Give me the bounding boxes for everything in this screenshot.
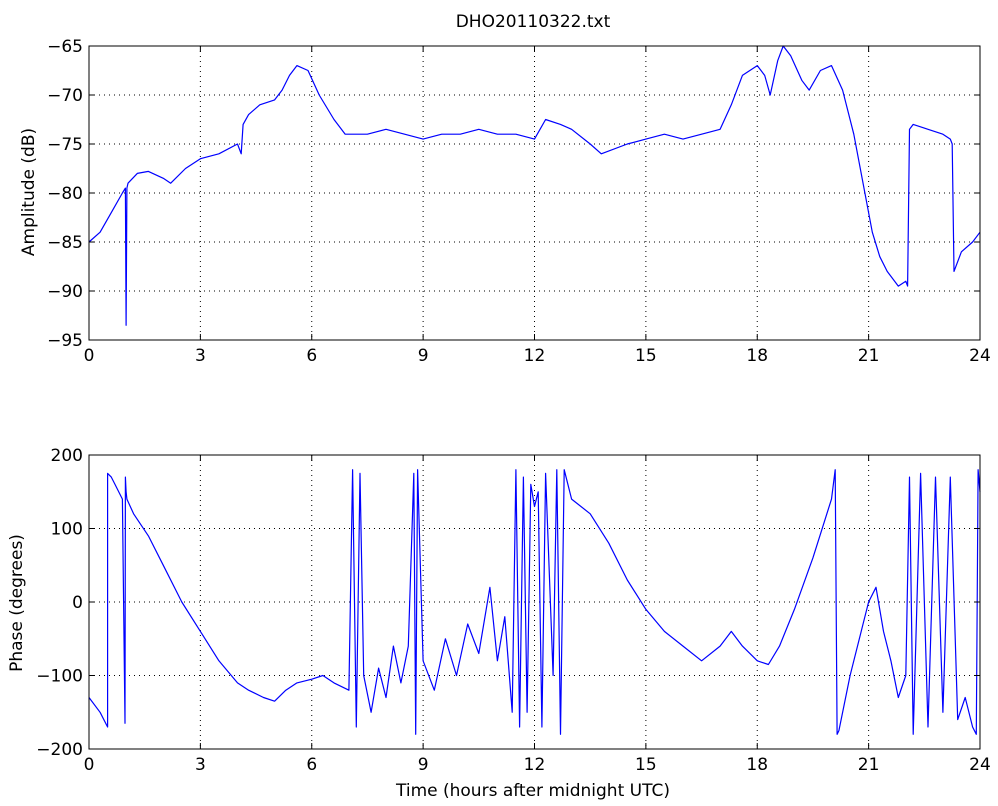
amplitude-x-tick-label: 15 xyxy=(635,346,657,366)
phase-y-tick-label: 0 xyxy=(72,593,83,613)
amplitude-y-tick-label: −70 xyxy=(47,86,83,106)
amplitude-x-tick-label: 12 xyxy=(524,346,546,366)
amplitude-y-axis-label: Amplitude (dB) xyxy=(19,128,39,256)
phase-grid xyxy=(89,455,980,749)
phase-y-tick-label: −200 xyxy=(36,740,83,760)
amplitude-series-line xyxy=(88,45,981,326)
amplitude-y-tick-label: −85 xyxy=(47,233,83,253)
phase-x-tick-label: 21 xyxy=(858,755,880,775)
phase-x-tick-label: 12 xyxy=(524,755,546,775)
amplitude-y-tick-label: −75 xyxy=(47,135,83,155)
amplitude-x-tick-label: 6 xyxy=(306,346,317,366)
phase-y-tick-label: −100 xyxy=(36,667,83,687)
amplitude-panel: DHO20110322.txt Amplitude (dB) 0 3 6 9 12 15 1… xyxy=(19,12,991,366)
amplitude-x-tick-label: 18 xyxy=(746,346,768,366)
phase-x-tick-label: 6 xyxy=(306,755,317,775)
phase-x-tick-label: 3 xyxy=(195,755,206,775)
amplitude-x-tick-label: 9 xyxy=(418,346,429,366)
phase-x-tick-label: 0 xyxy=(84,755,95,775)
amplitude-grid xyxy=(89,46,980,340)
amplitude-y-tick-label: −80 xyxy=(47,184,83,204)
phase-y-tick-label: 200 xyxy=(51,446,83,466)
phase-y-tick-label: 100 xyxy=(51,520,83,540)
amplitude-plot-area xyxy=(88,45,981,326)
phase-x-axis-label: Time (hours after midnight UTC) xyxy=(395,781,670,801)
amplitude-x-tick-label: 0 xyxy=(84,346,95,366)
phase-x-tick-label: 24 xyxy=(969,755,991,775)
amplitude-x-tick-label: 3 xyxy=(195,346,206,366)
phase-panel: Phase (degrees) Time (hours after midnig… xyxy=(7,446,991,801)
phase-x-tick-label: 15 xyxy=(635,755,657,775)
chart-title: DHO20110322.txt xyxy=(456,12,611,32)
amplitude-y-tick-label: −65 xyxy=(47,37,83,57)
amplitude-y-tick-label: −95 xyxy=(47,331,83,351)
phase-y-ticks: −200 −100 0 100 200 xyxy=(36,446,980,760)
phase-x-tick-label: 18 xyxy=(746,755,768,775)
amplitude-y-tick-label: −90 xyxy=(47,282,83,302)
phase-axes-frame xyxy=(88,454,981,750)
phase-plot-area xyxy=(88,469,981,735)
amplitude-x-tick-label: 24 xyxy=(969,346,991,366)
phase-y-axis-label: Phase (degrees) xyxy=(7,534,27,672)
phase-x-tick-label: 9 xyxy=(418,755,429,775)
amplitude-axes-frame xyxy=(88,45,981,341)
amplitude-x-tick-label: 21 xyxy=(858,346,880,366)
amplitude-y-ticks: −95 −90 −85 −80 −75 −70 −65 xyxy=(47,37,980,351)
phase-series-line xyxy=(88,469,981,735)
